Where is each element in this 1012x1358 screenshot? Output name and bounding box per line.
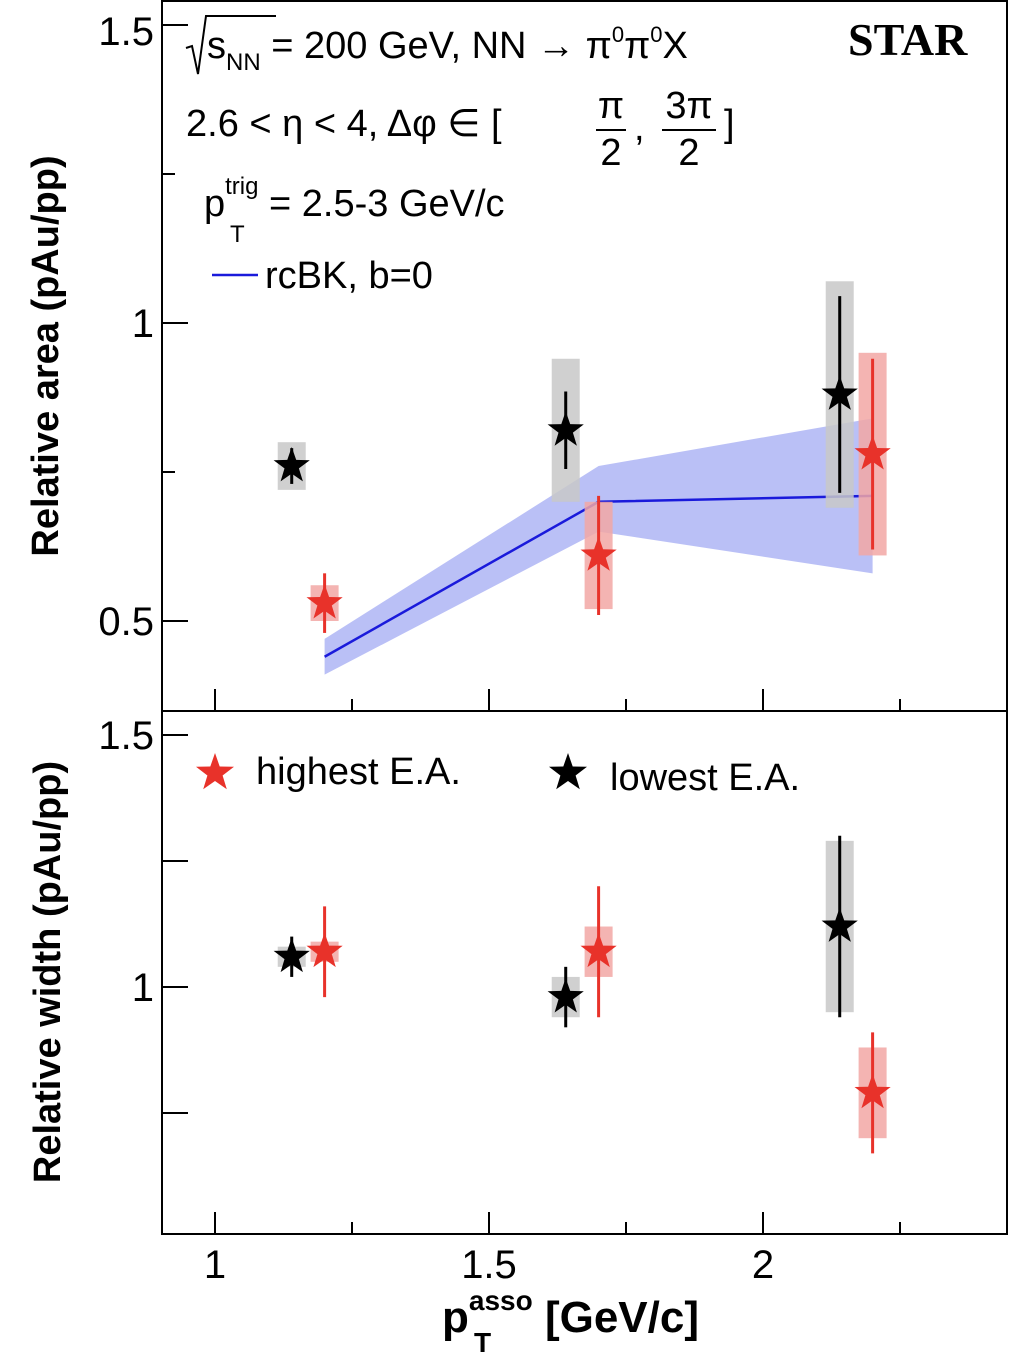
legend-highest-star	[196, 753, 234, 790]
frac2-den: 2	[678, 132, 699, 174]
energy-sub: NN	[226, 49, 261, 76]
top-y-axis-title: Relative area (pAu/pp)	[25, 155, 67, 556]
energy-sup2: 0	[650, 22, 662, 47]
top-data-point-star	[580, 536, 617, 571]
bottom-data-point-star	[273, 937, 310, 973]
model-band	[324, 418, 873, 675]
frac2-num: 3π	[665, 85, 712, 127]
x-tick-label: 2	[752, 1243, 774, 1287]
bottom-data-point-star	[854, 1073, 891, 1109]
bottom-panel-plot	[273, 835, 891, 1154]
experiment-label: STAR	[848, 14, 968, 65]
x-axis-title-unit: [GeV/c]	[533, 1293, 699, 1342]
x-axis-title-main: p	[442, 1293, 469, 1342]
eta-close-bracket: ]	[724, 103, 735, 145]
energy-annotation: sNN = 200 GeV, NN → π0π0X	[207, 22, 688, 76]
pt-trig-sup: trig	[225, 173, 258, 200]
x-axis-title: passo [GeV/c]	[442, 1285, 699, 1342]
frac1-den: 2	[600, 132, 621, 174]
pt-trig-p: p	[204, 183, 225, 225]
energy-x: X	[663, 25, 688, 67]
top-data-point-star	[273, 447, 310, 482]
x-tick-label: 1	[204, 1243, 226, 1287]
pt-trig-sub: T	[230, 221, 245, 248]
bottom-y-tick-label: 1	[132, 966, 154, 1010]
energy-sup1: 0	[612, 22, 624, 47]
top-y-tick-label: 0.5	[98, 600, 154, 644]
x-tick-label: 1.5	[461, 1243, 517, 1287]
legend-bottom: highest E.A. lowest E.A.	[196, 751, 800, 799]
bottom-data-point-star	[821, 907, 858, 942]
legend-lowest-star	[549, 753, 587, 790]
top-y-tick-label: 1	[132, 302, 154, 346]
bottom-data-point-star	[306, 932, 343, 968]
energy-sqrt-s: s	[207, 25, 226, 67]
bottom-panel-frame	[161, 710, 1008, 1235]
energy-pi: π	[624, 25, 650, 67]
bottom-panel-ticks: 1 1.5 1 1.5 2	[98, 714, 901, 1287]
x-axis-title-sub: T	[474, 1327, 491, 1358]
top-data-point-star	[547, 411, 584, 446]
legend-model-label: rcBK, b=0	[265, 255, 433, 297]
top-panel-plot	[273, 281, 891, 675]
top-y-tick-label: 1.5	[98, 10, 154, 54]
frac-comma: ,	[634, 107, 645, 149]
legend-highest-label: highest E.A.	[256, 751, 461, 793]
frac1-num: π	[598, 85, 624, 127]
energy-text: = 200 GeV, NN → π	[261, 25, 612, 67]
eta-annotation: 2.6 < η < 4, Δφ ∈ [	[186, 103, 502, 145]
bottom-data-point-star	[547, 978, 584, 1013]
top-data-point-star	[821, 375, 858, 410]
top-data-point-star	[854, 435, 891, 470]
top-panel-ticks: 0.5 1 1.5	[98, 10, 901, 711]
top-data-point-star	[306, 584, 343, 619]
pt-trig-value: = 2.5-3 GeV/c	[258, 183, 504, 225]
legend-lowest-label: lowest E.A.	[610, 757, 800, 799]
bottom-data-point-star	[580, 932, 617, 968]
pt-trig-annotation: ptrig = 2.5-3 GeV/c	[204, 173, 505, 225]
x-axis-title-sup: asso	[469, 1285, 533, 1316]
bottom-y-tick-label: 1.5	[98, 714, 154, 758]
sqrt-symbol	[185, 15, 276, 75]
bottom-y-axis-title: Relative width (pAu/pp)	[27, 761, 69, 1183]
